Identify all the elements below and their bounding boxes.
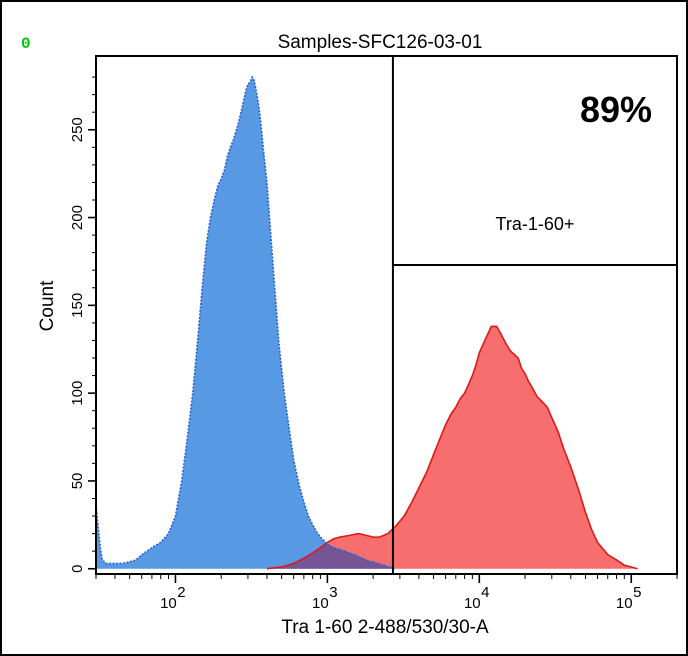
y-axis: 0 50 100 150 200 250 <box>69 76 96 573</box>
chart-title: Samples-SFC126-03-01 <box>278 32 483 53</box>
y-axis-title: Count <box>37 280 58 331</box>
x-tick-exponent: 3 <box>329 584 337 601</box>
x-tick-label: 10 <box>616 595 633 612</box>
y-tick-label: 150 <box>69 293 86 318</box>
plot-area <box>96 75 638 570</box>
corner-indicator: 0 <box>21 35 31 53</box>
plot-frame <box>95 55 678 575</box>
y-tick-label: 100 <box>69 381 86 406</box>
y-tick-label: 50 <box>69 473 86 490</box>
x-tick-label: 10 <box>160 595 177 612</box>
control-sample-area <box>96 77 396 569</box>
y-tick-label: 0 <box>69 565 86 573</box>
y-tick-label: 250 <box>69 117 86 142</box>
x-tick-label: 10 <box>464 595 481 612</box>
x-tick-label: 10 <box>312 595 329 612</box>
stained-sample-line <box>266 325 638 570</box>
x-tick-exponent: 4 <box>481 584 489 601</box>
gate-layer: 89% Tra-1-60+ <box>391 56 677 574</box>
x-axis-title: Tra 1-60 2-488/530/30-A <box>281 617 489 638</box>
stained-sample-area <box>266 326 638 569</box>
x-tick-exponent: 2 <box>177 584 185 601</box>
gate-name-label: Tra-1-60+ <box>496 214 575 234</box>
y-tick-label: 200 <box>69 205 86 230</box>
gate-percent-label: 89% <box>580 89 652 130</box>
x-tick-exponent: 5 <box>633 584 641 601</box>
control-sample-line <box>96 75 396 570</box>
